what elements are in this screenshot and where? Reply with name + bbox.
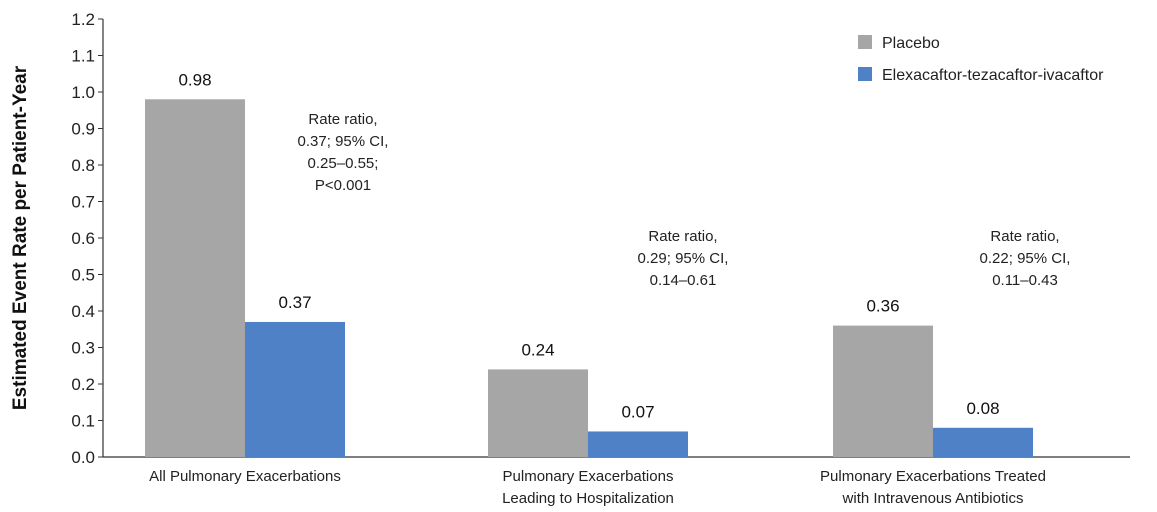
bar-placebo-0 bbox=[145, 99, 245, 458]
y-axis-ticks: 0.0 0.1 0.2 0.3 0.4 0.5 0.6 0.7 0.8 0.9 1.0 1.1 1.2 bbox=[71, 10, 103, 467]
y-tick-label: 0.7 bbox=[71, 193, 95, 212]
bar-value-label: 0.36 bbox=[866, 297, 899, 316]
bar-value-label: 0.07 bbox=[621, 402, 654, 421]
annotation-line: Rate ratio, bbox=[990, 228, 1059, 245]
rate-ratio-annotation: Rate ratio, 0.37; 95% CI, 0.25–0.55; P<0.00… bbox=[298, 111, 389, 194]
category-label: All Pulmonary Exacerbations bbox=[149, 468, 341, 485]
y-tick-label: 0.2 bbox=[71, 375, 95, 394]
category-label: Pulmonary Exacerbations Treated with Intr… bbox=[820, 468, 1046, 507]
x-axis-category-labels: All Pulmonary Exacerbations Pulmonary Exa… bbox=[149, 468, 1046, 507]
bar-value-label: 0.98 bbox=[178, 70, 211, 89]
bar-eti-0 bbox=[245, 321, 345, 457]
y-tick-label: 0.8 bbox=[71, 156, 95, 175]
legend-swatch bbox=[858, 67, 872, 81]
y-tick-label: 0.6 bbox=[71, 229, 95, 248]
bar-placebo-1 bbox=[488, 369, 588, 457]
y-tick-label: 0.0 bbox=[71, 448, 95, 467]
legend: Placebo Elexacaftor-tezacaftor-ivacaftor bbox=[858, 35, 1104, 84]
annotation-line: 0.11–0.43 bbox=[992, 272, 1058, 289]
legend-label: Placebo bbox=[882, 35, 940, 52]
y-tick-label: 0.9 bbox=[71, 120, 95, 139]
y-axis-label: Estimated Event Rate per Patient-Year bbox=[10, 65, 31, 410]
annotation-line: 0.25–0.55; bbox=[308, 155, 379, 172]
legend-swatch bbox=[858, 35, 872, 49]
annotations: Rate ratio, 0.37; 95% CI, 0.25–0.55; P<0.00… bbox=[298, 111, 1071, 289]
y-tick-label: 0.4 bbox=[71, 302, 95, 321]
bar-placebo-2 bbox=[833, 325, 933, 457]
y-tick-label: 1.1 bbox=[71, 47, 95, 66]
y-tick-label: 1.0 bbox=[71, 83, 95, 102]
y-tick-label: 0.5 bbox=[71, 266, 95, 285]
y-axis-label-group: Estimated Event Rate per Patient-Year bbox=[10, 65, 31, 410]
annotation-line: 0.37; 95% CI, bbox=[298, 133, 389, 150]
y-tick-label: 1.2 bbox=[71, 10, 95, 29]
annotation-line: Rate ratio, bbox=[308, 111, 377, 128]
category-label: Pulmonary Exacerbations Leading to Hospit… bbox=[502, 468, 674, 507]
category-label-line: Leading to Hospitalization bbox=[502, 490, 674, 507]
annotation-line: 0.22; 95% CI, bbox=[980, 250, 1071, 267]
annotation-line: 0.14–0.61 bbox=[650, 272, 717, 289]
bars bbox=[145, 99, 1033, 458]
category-label-line: Pulmonary Exacerbations bbox=[503, 468, 674, 485]
annotation-line: P<0.001 bbox=[315, 177, 371, 194]
bar-eti-1 bbox=[588, 431, 688, 457]
annotation-line: Rate ratio, bbox=[648, 228, 717, 245]
bar-value-label: 0.24 bbox=[521, 340, 554, 359]
bar-value-label: 0.37 bbox=[278, 293, 311, 312]
y-tick-label: 0.1 bbox=[71, 412, 95, 431]
bar-eti-2 bbox=[933, 427, 1033, 457]
rate-ratio-annotation: Rate ratio, 0.22; 95% CI, 0.11–0.43 bbox=[980, 228, 1071, 289]
category-label-line: All Pulmonary Exacerbations bbox=[149, 468, 341, 485]
legend-label: Elexacaftor-tezacaftor-ivacaftor bbox=[882, 67, 1104, 84]
value-labels: 0.98 0.24 0.36 0.37 0.07 0.08 bbox=[178, 70, 999, 421]
category-label-line: with Intravenous Antibiotics bbox=[842, 490, 1024, 507]
annotation-line: 0.29; 95% CI, bbox=[638, 250, 729, 267]
y-tick-label: 0.3 bbox=[71, 339, 95, 358]
category-label-line: Pulmonary Exacerbations Treated bbox=[820, 468, 1046, 485]
rate-ratio-annotation: Rate ratio, 0.29; 95% CI, 0.14–0.61 bbox=[638, 228, 729, 289]
bar-value-label: 0.08 bbox=[966, 399, 999, 418]
